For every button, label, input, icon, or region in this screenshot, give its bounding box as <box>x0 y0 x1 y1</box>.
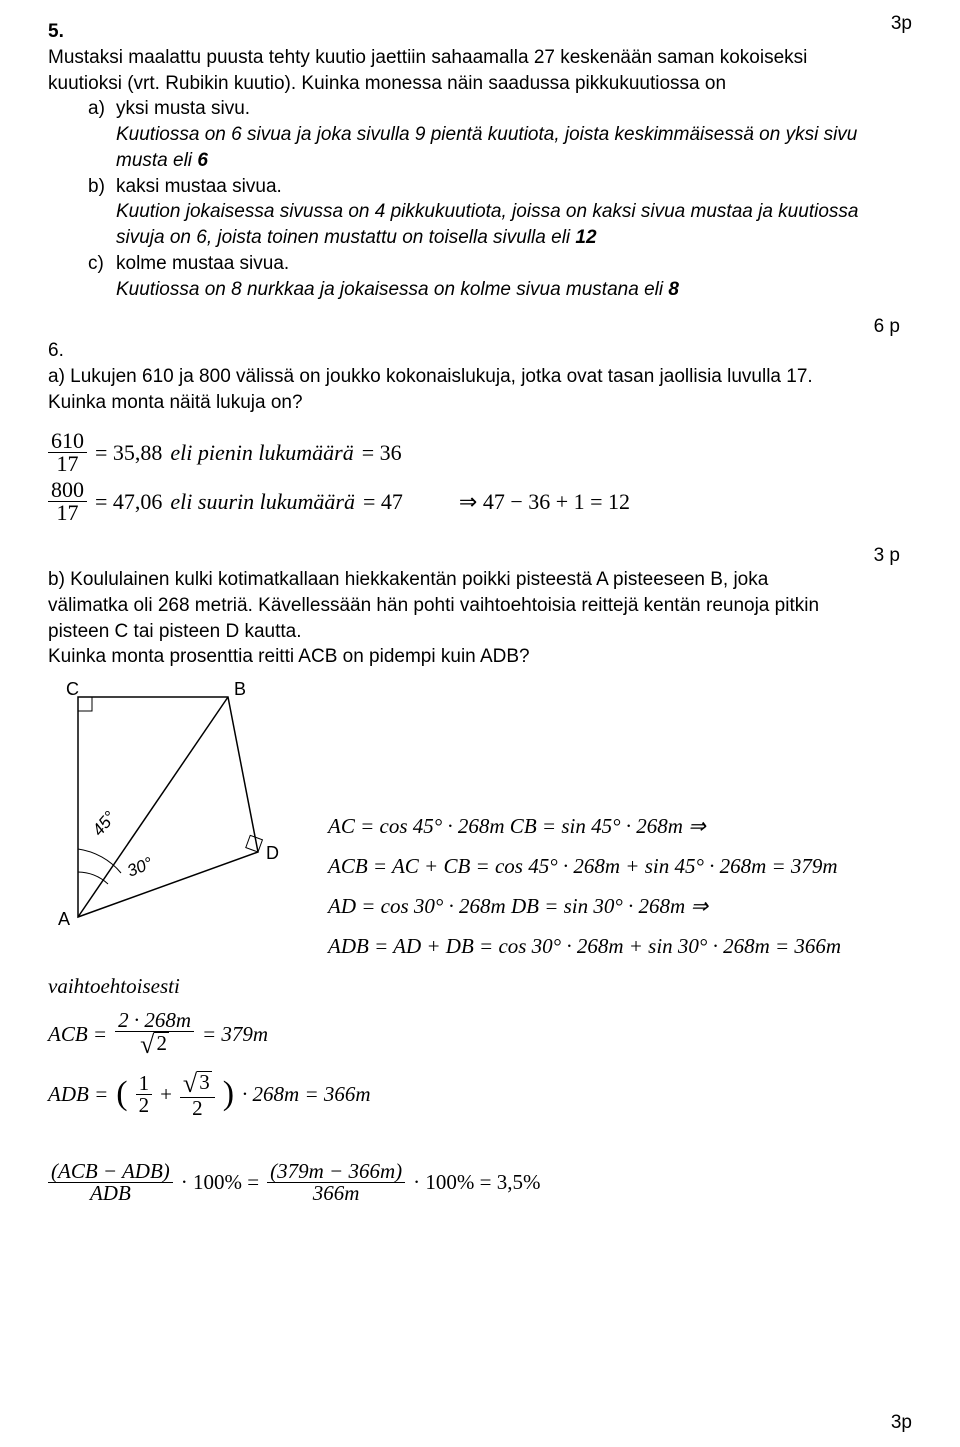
p6b-4: Kuinka monta prosenttia reitti ACB on pi… <box>48 645 912 669</box>
triangle-figure: C B D A 45° 30° <box>48 677 308 937</box>
points-top: 3p <box>891 12 912 36</box>
p5-c: c)kolme mustaa sivua. <box>88 252 912 276</box>
p6-number: 6. <box>48 339 912 363</box>
p5-intro-1: Mustaksi maalattu puusta tehty kuutio ja… <box>48 46 912 70</box>
p6b-2: välimatka oli 268 metriä. Kävellessään h… <box>48 594 912 618</box>
eq-frac1: 61017 = 35,88 eli pienin lukumäärä = 36 <box>48 430 912 475</box>
angle-45: 45° <box>89 808 120 840</box>
alt-equations: vaihtoehtoisesti ACB = 2 · 268m √2 = 379… <box>48 967 912 1204</box>
p6b-3: pisteen C tai pisteen D kautta. <box>48 620 912 644</box>
label-A: A <box>58 909 70 929</box>
label-B: B <box>234 679 246 699</box>
p5-b-ans1: Kuution jokaisessa sivussa on 4 pikkukuu… <box>88 200 912 224</box>
p6b-1: b) Koululainen kulki kotimatkallaan hiek… <box>48 568 912 592</box>
p6a-2: Kuinka monta näitä lukuja on? <box>48 391 912 415</box>
p5-c-ans1: Kuutiossa on 8 nurkkaa ja jokaisessa on … <box>88 278 912 302</box>
points-bottom: 3p <box>891 1411 912 1435</box>
points-6a: 3 p <box>48 544 912 568</box>
p5-b: b)kaksi mustaa sivua. <box>88 175 912 199</box>
trig-equations: AC = cos 45° · 268m CB = sin 45° · 268m … <box>328 807 841 967</box>
p5-a: a)yksi musta sivu. <box>88 97 912 121</box>
p5-a-ans1: Kuutiossa on 6 sivua ja joka sivulla 9 p… <box>88 123 912 147</box>
percent-equation: (ACB − ADB) ADB · 100% = (379m − 366m) 3… <box>48 1161 912 1204</box>
p5-number: 5. <box>48 20 912 44</box>
angle-30: 30° <box>124 853 155 880</box>
p5-a-ans2: musta eli 6 <box>88 149 912 173</box>
p5-intro-2: kuutioksi (vrt. Rubikin kuutio). Kuinka … <box>48 72 912 96</box>
points-6: 6 p <box>48 315 912 339</box>
p6a-1: a) Lukujen 610 ja 800 välissä on joukko … <box>48 365 912 389</box>
eq-frac2: 80017 = 47,06 eli suurin lukumäärä = 47 … <box>48 479 912 524</box>
label-C: C <box>66 679 79 699</box>
p5-b-ans2: sivuja on 6, joista toinen mustattu on t… <box>88 226 912 250</box>
label-D: D <box>266 843 279 863</box>
